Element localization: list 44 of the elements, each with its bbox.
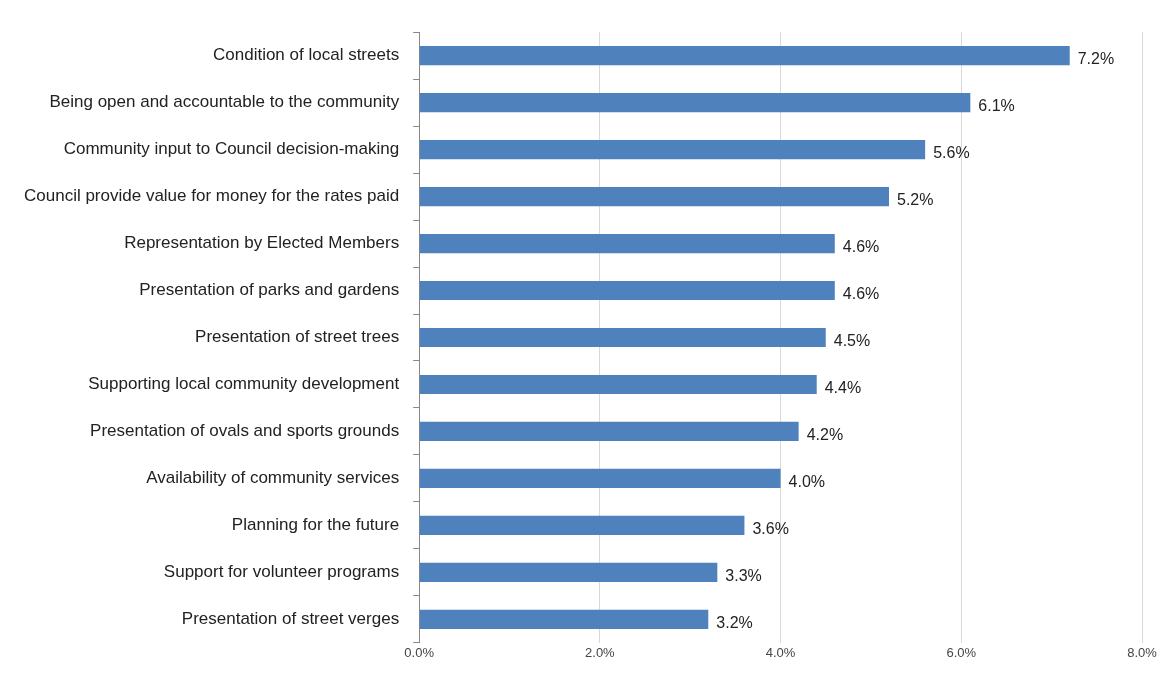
bar: [419, 468, 781, 488]
data-label: 3.2%: [716, 613, 753, 631]
x-tick-label: 2.0%: [585, 645, 616, 661]
bar: [419, 46, 1070, 66]
bar: [419, 327, 826, 348]
bar: [419, 609, 709, 629]
data-label: 4.5%: [833, 331, 871, 349]
y-tick-label: Presentation of ovals and sports grounds: [90, 421, 400, 441]
data-label: 7.2%: [1077, 50, 1115, 68]
bar: [419, 187, 889, 207]
y-tick-label: Community input to Council decision-making: [63, 139, 400, 159]
y-tick-label: Presentation of street trees: [195, 327, 400, 347]
data-label: 4.2%: [806, 425, 844, 443]
y-tick-label: Representation by Elected Members: [124, 233, 400, 253]
y-tick-label: Presentation of parks and gardens: [139, 280, 400, 300]
y-tick-label: Supporting local community development: [88, 374, 400, 394]
x-tick-label: 4.0%: [765, 645, 796, 661]
data-label: 4.6%: [842, 284, 880, 302]
y-tick-label: Availability of community services: [146, 468, 400, 488]
data-label: 3.3%: [725, 566, 762, 584]
data-label: 4.4%: [824, 378, 862, 396]
y-tick-label: Being open and accountable to the community: [49, 92, 400, 112]
bar: [419, 515, 745, 535]
data-label: 3.6%: [752, 519, 789, 537]
y-tick-label: Condition of local streets: [212, 45, 400, 65]
y-tick-label: Council provide value for money for the rates paid: [23, 186, 400, 206]
x-tick-label: 0.0%: [404, 645, 435, 661]
data-label: 6.1%: [978, 97, 1015, 115]
data-label: 4.6%: [842, 237, 880, 255]
bar: [419, 233, 835, 254]
y-tick-label: Planning for the future: [231, 515, 400, 535]
bar: [419, 421, 799, 442]
bar: [419, 280, 835, 301]
data-label: 4.0%: [788, 472, 826, 490]
bar: [419, 374, 817, 395]
y-tick-label: Support for volunteer programs: [163, 562, 400, 582]
data-label: 5.6%: [933, 144, 970, 162]
data-label: 5.2%: [897, 191, 934, 208]
bar: [419, 562, 718, 582]
x-tick-label: 6.0%: [946, 645, 977, 661]
bar: [419, 140, 926, 160]
bar: [419, 93, 971, 113]
y-tick-label: Presentation of street verges: [181, 609, 400, 628]
x-tick-label: 8.0%: [1127, 645, 1158, 661]
